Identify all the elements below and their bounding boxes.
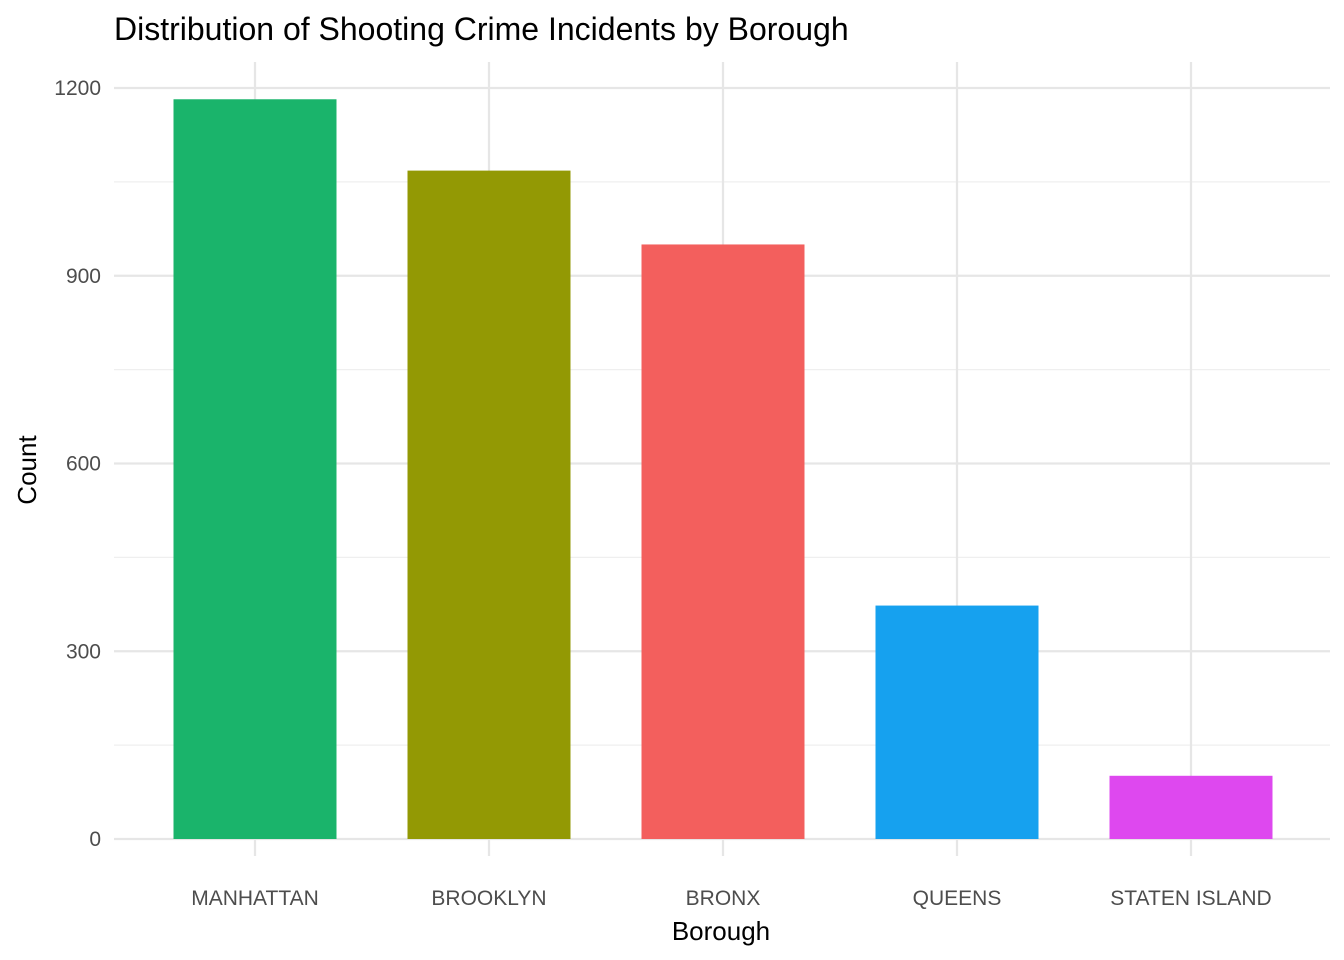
x-tick-label: BROOKLYN	[431, 887, 546, 910]
bar-bronx	[641, 244, 805, 840]
y-tick-label: 0	[89, 828, 101, 851]
x-tick-label: MANHATTAN	[191, 887, 319, 910]
bar-queens	[875, 605, 1039, 839]
y-tick-label: 900	[66, 265, 101, 288]
bar-staten-island	[1109, 775, 1273, 839]
chart-title: Distribution of Shooting Crime Incidents…	[114, 11, 849, 47]
y-tick-label: 300	[66, 640, 101, 663]
x-axis-ticks: MANHATTAN BROOKLYN BRONX QUEENS STATEN ISLAN…	[191, 887, 1271, 910]
y-tick-label: 1200	[54, 77, 101, 100]
bar-brooklyn	[407, 170, 571, 840]
y-axis-title: Count	[12, 435, 42, 505]
x-axis-title: Borough	[672, 916, 770, 946]
x-tick-label: BRONX	[686, 887, 761, 910]
y-tick-label: 600	[66, 453, 101, 476]
y-axis-ticks: 0 300 600 900 1200	[54, 77, 101, 851]
bars	[173, 99, 1273, 840]
x-tick-label: QUEENS	[913, 887, 1002, 910]
x-tick-label: STATEN ISLAND	[1110, 887, 1271, 910]
bar-manhattan	[173, 99, 337, 839]
